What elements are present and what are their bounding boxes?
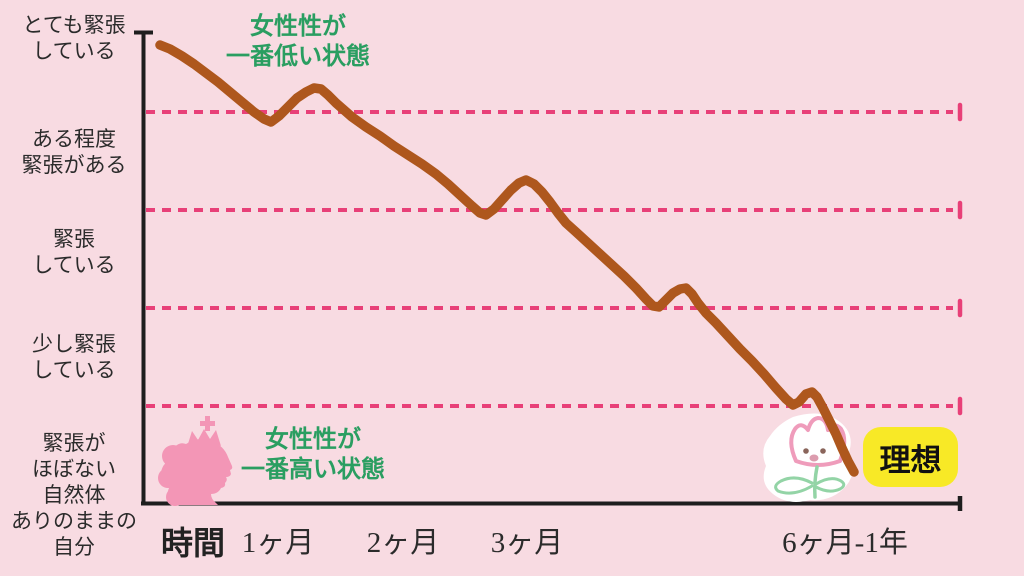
y-label-line: ありのままの [11,509,137,533]
y-label-line: 緊張 [53,227,95,251]
tulip-leaf-right [814,477,846,493]
tulip-sticker-icon [763,413,853,502]
tulip-mouth [809,454,819,462]
x-tick-6months-1year: 6ヶ月-1年 [782,527,908,559]
y-label-line: している [32,358,116,382]
princess-silhouette-icon [158,416,233,506]
tension-trend-line [155,40,859,477]
tulip-eye [803,448,809,454]
y-label-line: 緊張が [42,431,106,455]
y-label-line: とても緊張 [22,13,126,37]
y-axis-label-tense: 緊張 している [8,226,140,278]
y-axis-label-slightly-tense: 少し緊張 している [8,331,140,383]
y-label-line: ほぼない [32,457,116,481]
note-femininity-highest: 女性性が 一番高い状態 [241,425,385,485]
note-line: 一番低い状態 [226,43,370,70]
y-axis-label-very-tense: とても緊張 している [8,12,140,64]
tulip-eye [820,448,826,454]
y-axis-label-natural-self: 緊張が ほぼない 自然体 ありのままの 自分 [8,430,140,560]
x-tick-2months: 2ヶ月 [366,527,440,559]
tulip-stem [813,465,819,499]
note-line: 女性性が [265,426,361,453]
y-label-line: 少し緊張 [32,332,116,356]
note-femininity-lowest: 女性性が 一番低い状態 [226,12,370,72]
princess-head [160,439,233,505]
y-label-line: している [32,39,116,63]
x-tick-1month: 1ヶ月 [241,527,315,559]
tulip-leaf-left [774,476,814,495]
gridlines [146,102,963,416]
y-label-line: している [32,253,116,277]
y-label-line: 自分 [53,535,95,559]
princess-crown-cross [200,416,215,431]
y-axis-label-somewhat-tense: ある程度 緊張がある [8,126,140,178]
x-tick-3months: 3ヶ月 [490,527,564,559]
note-line: 女性性が [250,13,346,40]
note-line: 一番高い状態 [241,456,385,483]
x-axis-title: 時間 [160,525,226,561]
ideal-badge: 理想 [863,427,958,487]
y-label-line: 自然体 [42,483,106,507]
y-label-line: 緊張がある [21,153,127,177]
axes [134,30,963,511]
y-label-line: ある程度 [32,127,116,151]
